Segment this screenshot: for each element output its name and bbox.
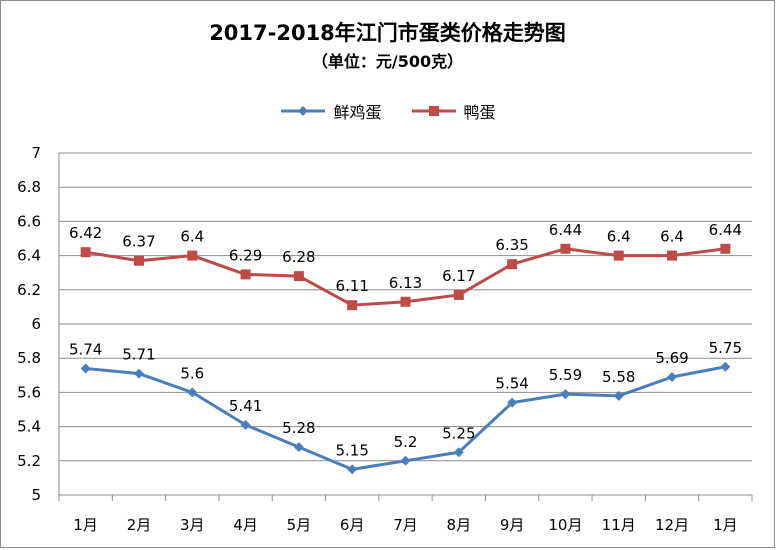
data-label: 5.25 (442, 424, 475, 442)
data-label: 5.59 (549, 366, 582, 384)
data-label: 5.71 (122, 346, 155, 364)
x-tick-label: 10月 (548, 516, 582, 534)
y-tick-label: 6.2 (17, 281, 41, 299)
data-label: 6.35 (495, 236, 528, 254)
x-tick-label: 12月 (655, 516, 689, 534)
data-point-square (720, 243, 731, 254)
data-point-square (80, 247, 91, 258)
y-tick-label: 6.8 (17, 178, 41, 196)
x-tick-label: 3月 (180, 516, 205, 534)
y-tick-label: 6.6 (17, 212, 41, 230)
x-tick-label: 8月 (447, 516, 472, 534)
y-tick-label: 6 (31, 315, 41, 333)
data-label: 5.15 (335, 441, 368, 459)
data-point-square (667, 250, 678, 261)
data-point-square (133, 255, 144, 266)
legend-line-square-icon (410, 104, 458, 118)
data-label: 6.37 (122, 233, 155, 251)
data-label: 5.69 (655, 349, 688, 367)
y-tick-label: 5 (31, 486, 41, 504)
data-point-diamond (347, 464, 358, 475)
data-point-square (293, 271, 304, 282)
data-label: 6.4 (607, 228, 631, 246)
legend-label: 鲜鸡蛋 (333, 103, 382, 122)
y-tick-label: 5.6 (17, 383, 41, 401)
data-label: 6.29 (229, 246, 262, 264)
x-tick-label: 1月 (713, 516, 738, 534)
data-label: 6.17 (442, 267, 475, 285)
y-tick-label: 5.2 (17, 452, 41, 470)
data-point-square (347, 300, 358, 311)
x-tick-label: 7月 (393, 516, 418, 534)
data-point-diamond (453, 447, 464, 458)
data-label: 6.44 (709, 221, 742, 239)
data-label: 5.6 (180, 364, 204, 382)
data-point-diamond (400, 455, 411, 466)
data-point-square (400, 296, 411, 307)
data-point-square (613, 250, 624, 261)
data-point-diamond (720, 361, 731, 372)
y-tick-label: 6.4 (17, 247, 41, 265)
legend-item-chicken-egg: 鲜鸡蛋 (279, 99, 382, 123)
x-tick-label: 6月 (340, 516, 365, 534)
data-point-diamond (80, 363, 91, 374)
legend-line-diamond-icon (279, 104, 327, 118)
data-point-diamond (667, 372, 678, 383)
data-label: 6.44 (549, 221, 582, 239)
x-tick-label: 11月 (602, 516, 636, 534)
chart-title: 2017-2018年江门市蛋类价格走势图 (209, 21, 566, 45)
y-tick-label: 5.4 (17, 418, 41, 436)
x-tick-label: 9月 (500, 516, 525, 534)
data-point-diamond (507, 397, 518, 408)
data-point-square (560, 243, 571, 254)
data-label: 6.42 (69, 224, 102, 242)
y-tick-label: 7 (31, 144, 41, 162)
legend-label: 鸭蛋 (463, 103, 496, 122)
data-point-square (453, 289, 464, 300)
legend: 鲜鸡蛋 鸭蛋 (1, 99, 774, 123)
data-point-diamond (560, 389, 571, 400)
data-point-diamond (187, 387, 198, 398)
data-label: 6.4 (660, 228, 684, 246)
x-tick-label: 5月 (287, 516, 312, 534)
data-point-square (240, 269, 251, 280)
data-label: 6.13 (389, 274, 422, 292)
data-point-diamond (613, 390, 624, 401)
data-point-square (187, 250, 198, 261)
data-label: 5.54 (495, 375, 528, 393)
data-label: 5.28 (282, 419, 315, 437)
axis-layer: 5 5.2 5.4 5.6 5.8 6 6.2 6.4 6.6 6.8 7 1月 2月 3月 4月 5月 6月 7… (17, 144, 753, 534)
y-tick-label: 5.8 (17, 349, 41, 367)
legend-item-duck-egg: 鸭蛋 (410, 99, 496, 123)
data-label: 6.11 (335, 277, 368, 295)
data-label: 5.41 (229, 397, 262, 415)
data-label: 5.75 (709, 339, 742, 357)
data-label: 5.74 (69, 340, 102, 358)
data-label: 6.4 (180, 228, 204, 246)
label-layer: 5.74 5.71 5.6 5.41 5.28 5.15 5.2 5.25 5.54 5.59 5.… (69, 221, 742, 460)
data-label: 5.2 (394, 433, 418, 451)
data-label: 5.58 (602, 368, 635, 386)
data-point-diamond (240, 419, 251, 430)
series-layer (80, 243, 731, 475)
chart-subtitle: （单位：元/500克） (311, 52, 464, 71)
data-point-diamond (293, 442, 304, 453)
x-tick-label: 2月 (127, 516, 152, 534)
data-point-diamond (133, 368, 144, 379)
data-label: 6.28 (282, 248, 315, 266)
data-point-square (507, 259, 518, 270)
x-tick-label: 1月 (73, 516, 98, 534)
x-tick-label: 4月 (233, 516, 258, 534)
